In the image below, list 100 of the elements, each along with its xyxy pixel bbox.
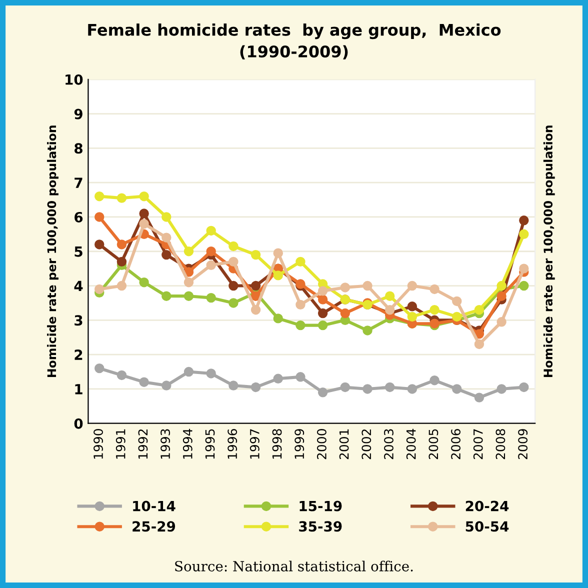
source-note: Source: National statistical office. — [175, 560, 413, 572]
x-tick-label: 2000 — [316, 429, 326, 460]
point — [519, 264, 529, 274]
point — [474, 339, 484, 350]
point — [340, 308, 350, 318]
y-tick-label: 1 — [75, 384, 82, 394]
x-tick-label: 2001 — [339, 429, 349, 460]
legend-label: 20-24 — [466, 500, 509, 512]
point — [228, 380, 238, 390]
y-tick-label: 0 — [74, 418, 83, 429]
legend-label: 15-19 — [300, 500, 342, 512]
point — [384, 304, 395, 315]
point — [273, 314, 283, 324]
x-tick-label: 1991 — [116, 429, 126, 459]
point — [296, 372, 306, 382]
point — [139, 208, 149, 218]
y-tick-label: 2 — [74, 350, 82, 360]
y-tick-label: 4 — [74, 280, 83, 292]
y-tick-label: 6 — [74, 212, 83, 222]
point — [206, 226, 216, 236]
point — [273, 248, 283, 258]
point — [250, 280, 261, 291]
point — [116, 280, 127, 291]
point — [162, 250, 172, 260]
point — [296, 300, 306, 310]
point — [94, 284, 104, 294]
x-tick-label: 2008 — [496, 429, 506, 460]
point — [139, 191, 149, 202]
point — [407, 384, 418, 394]
point — [228, 280, 238, 291]
point — [519, 216, 529, 226]
point — [519, 382, 529, 392]
point — [250, 382, 261, 392]
x-tick-label: 1990 — [94, 429, 103, 459]
point — [407, 312, 418, 322]
point — [162, 291, 172, 301]
point — [94, 363, 104, 374]
y-tick-label: 10 — [66, 74, 83, 85]
y-tick-label: 7 — [74, 178, 82, 188]
legend-label: 25-29 — [132, 521, 176, 532]
point — [430, 304, 440, 315]
point — [94, 191, 104, 202]
point — [362, 384, 372, 394]
point — [184, 366, 194, 377]
point — [250, 304, 261, 315]
point — [318, 320, 328, 330]
point — [116, 256, 127, 267]
point — [206, 260, 216, 270]
point — [318, 286, 328, 296]
point — [139, 277, 149, 288]
point — [430, 284, 440, 294]
y-tick-label: 8 — [74, 143, 82, 154]
x-tick-label: 1996 — [228, 429, 238, 459]
x-tick-label: 1993 — [160, 429, 170, 459]
point — [474, 392, 484, 402]
point — [139, 377, 149, 387]
point — [452, 296, 462, 306]
x-tick-label: 2006 — [451, 429, 461, 460]
point — [162, 232, 172, 242]
point — [407, 302, 418, 312]
y2-axis-title: Homicide rate per 100,000 population — [543, 126, 555, 377]
point — [452, 312, 462, 322]
x-tick-label: 1995 — [205, 429, 215, 459]
point — [519, 229, 529, 240]
point — [296, 256, 306, 267]
x-tick-label: 2002 — [362, 429, 372, 460]
x-tick-label: 2005 — [428, 429, 438, 460]
point — [430, 376, 440, 386]
y-tick-label: 5 — [74, 246, 82, 257]
point — [206, 292, 216, 303]
point — [496, 317, 506, 327]
point — [273, 270, 283, 280]
point — [228, 298, 238, 308]
y-tick-label: 9 — [74, 108, 82, 120]
point — [250, 250, 261, 260]
point — [340, 282, 350, 292]
point — [94, 240, 104, 250]
legend-label: 50-54 — [466, 521, 509, 532]
point — [184, 277, 194, 288]
point — [340, 382, 350, 392]
x-tick-label: 2004 — [406, 428, 416, 460]
point — [474, 304, 484, 315]
point — [407, 280, 418, 291]
point — [184, 246, 194, 256]
point — [496, 384, 506, 394]
chart-title: Female homicide rates by age group, Mexico (1990-2009) — [88, 24, 501, 60]
point — [139, 218, 149, 229]
point — [519, 280, 529, 291]
point — [296, 320, 306, 330]
point — [116, 240, 127, 250]
x-tick-label: 1992 — [138, 429, 148, 459]
x-tick-label: 1999 — [294, 429, 304, 459]
point — [206, 246, 216, 256]
point — [384, 291, 395, 301]
point — [228, 241, 238, 252]
legend-label: 35-39 — [299, 521, 342, 532]
point — [496, 280, 506, 291]
x-tick-label: 2003 — [384, 429, 394, 460]
legend-label: 10-14 — [133, 500, 176, 512]
point — [362, 280, 372, 291]
